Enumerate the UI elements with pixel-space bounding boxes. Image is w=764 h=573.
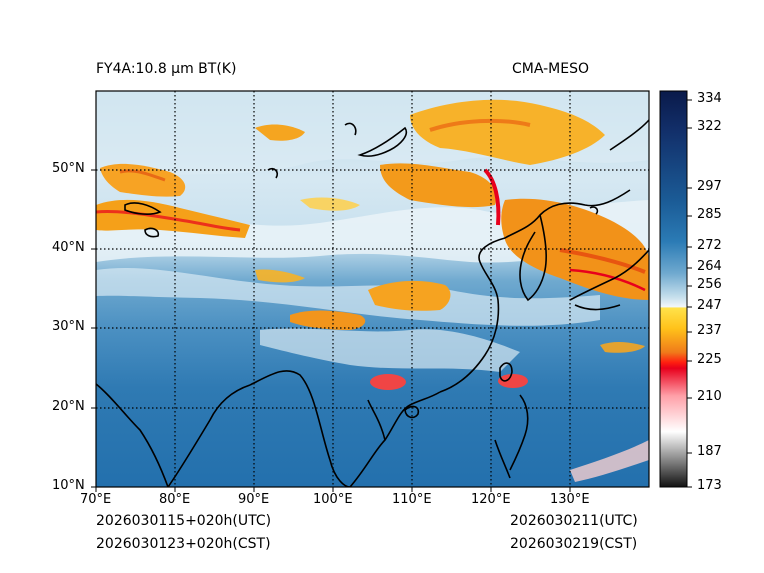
colorbar-label: 285 bbox=[697, 207, 722, 222]
lon-tick-90e: 90°E bbox=[238, 492, 270, 507]
lat-tick-30n: 30°N bbox=[52, 319, 85, 334]
lake-baikal bbox=[357, 126, 408, 157]
lat-tick-10n: 10°N bbox=[52, 478, 85, 493]
lon-tick-130e: 130°E bbox=[550, 492, 590, 507]
map-frame bbox=[95, 90, 650, 488]
cloud-east-korea bbox=[501, 198, 649, 300]
valid-time-cst: 2026030219(CST) bbox=[510, 536, 638, 552]
colorbar-label: 272 bbox=[697, 238, 722, 253]
figure-title: FY4A:10.8 µm BT(K) bbox=[96, 61, 237, 77]
cloud-north-china bbox=[410, 99, 605, 165]
coastlines bbox=[96, 119, 649, 487]
colorbar-label: 187 bbox=[697, 444, 722, 459]
coastline-india-west bbox=[96, 383, 169, 487]
lon-tick-120e: 120°E bbox=[471, 492, 511, 507]
lat-tick-50n: 50°N bbox=[52, 161, 85, 176]
lon-tick-110e: 110°E bbox=[392, 492, 432, 507]
colorbar-label: 264 bbox=[697, 259, 722, 274]
convective-cell-indochina bbox=[370, 374, 406, 390]
colorbar bbox=[660, 91, 687, 487]
lon-tick-80e: 80°E bbox=[159, 492, 191, 507]
lat-tick-20n: 20°N bbox=[52, 399, 85, 414]
init-time-cst: 2026030123+020h(CST) bbox=[96, 536, 271, 552]
colorbar-label: 297 bbox=[697, 179, 722, 194]
cloud-layer bbox=[96, 91, 649, 482]
colorbar-label: 322 bbox=[697, 119, 722, 134]
colorbar-label: 334 bbox=[697, 91, 722, 106]
colorbar-label: 210 bbox=[697, 389, 722, 404]
colorbar-label: 256 bbox=[697, 277, 722, 292]
colorbar-label: 225 bbox=[697, 352, 722, 367]
lon-tick-100e: 100°E bbox=[313, 492, 353, 507]
colorbar-label: 173 bbox=[697, 478, 722, 493]
colorbar-label: 247 bbox=[697, 298, 722, 313]
init-time-utc: 2026030115+020h(UTC) bbox=[96, 513, 272, 529]
colorbar-label: 237 bbox=[697, 323, 722, 338]
lat-tick-40n: 40°N bbox=[52, 240, 85, 255]
model-name: CMA-MESO bbox=[512, 61, 590, 77]
lon-tick-70e: 70°E bbox=[80, 492, 112, 507]
valid-time-utc: 2026030211(UTC) bbox=[510, 513, 638, 529]
gridlines bbox=[96, 91, 649, 487]
colorbar-ticks bbox=[687, 99, 692, 488]
coastline-india-east bbox=[167, 384, 251, 487]
convective-cell-luzon bbox=[498, 374, 528, 388]
axis-ticks bbox=[91, 169, 571, 492]
cloud-central bbox=[368, 280, 451, 311]
